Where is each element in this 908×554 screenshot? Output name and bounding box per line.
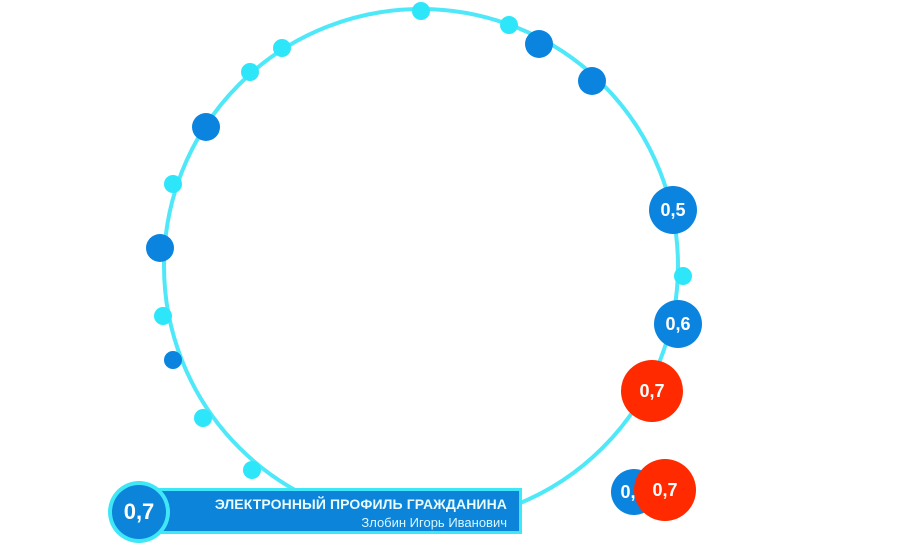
score-badge-label: 0, xyxy=(620,482,635,502)
node-small[interactable] xyxy=(194,409,212,427)
profile-info-bar[interactable]: ЭЛЕКТРОННЫЙ ПРОФИЛЬ ГРАЖДАНИНА Злобин Иг… xyxy=(136,488,522,534)
node-small[interactable] xyxy=(154,307,172,325)
node-small[interactable] xyxy=(273,39,291,57)
node-blue[interactable] xyxy=(525,30,553,58)
node-small[interactable] xyxy=(500,16,518,34)
node-blue[interactable] xyxy=(192,113,220,141)
score-badge-label: 0,5 xyxy=(660,200,685,220)
profile-score: 0,7 xyxy=(112,485,166,539)
score-badge-blue[interactable]: 0,5 xyxy=(649,186,697,234)
node-small[interactable] xyxy=(243,461,261,479)
node-small[interactable] xyxy=(674,267,692,285)
score-badge-label: 0,7 xyxy=(652,480,677,500)
profile-title: ЭЛЕКТРОННЫЙ ПРОФИЛЬ ГРАЖДАНИНА xyxy=(214,496,507,512)
node-small[interactable] xyxy=(412,2,430,20)
profile-name: Злобин Игорь Иванович xyxy=(361,515,507,530)
score-badge-label: 0,7 xyxy=(639,381,664,401)
node-small[interactable] xyxy=(164,175,182,193)
node-small[interactable] xyxy=(241,63,259,81)
score-badge-red[interactable]: 0,7 xyxy=(634,459,696,521)
profile-score-ring[interactable]: 0,7 xyxy=(108,481,170,543)
node-blue[interactable] xyxy=(578,67,606,95)
score-badge-blue[interactable]: 0,6 xyxy=(654,300,702,348)
score-badge-label: 0,6 xyxy=(665,314,690,334)
citizen-profile-panel[interactable]: ЭЛЕКТРОННЫЙ ПРОФИЛЬ ГРАЖДАНИНА Злобин Иг… xyxy=(108,481,528,543)
node-blue[interactable] xyxy=(164,351,182,369)
node-blue[interactable] xyxy=(146,234,174,262)
score-badge-red[interactable]: 0,7 xyxy=(621,360,683,422)
